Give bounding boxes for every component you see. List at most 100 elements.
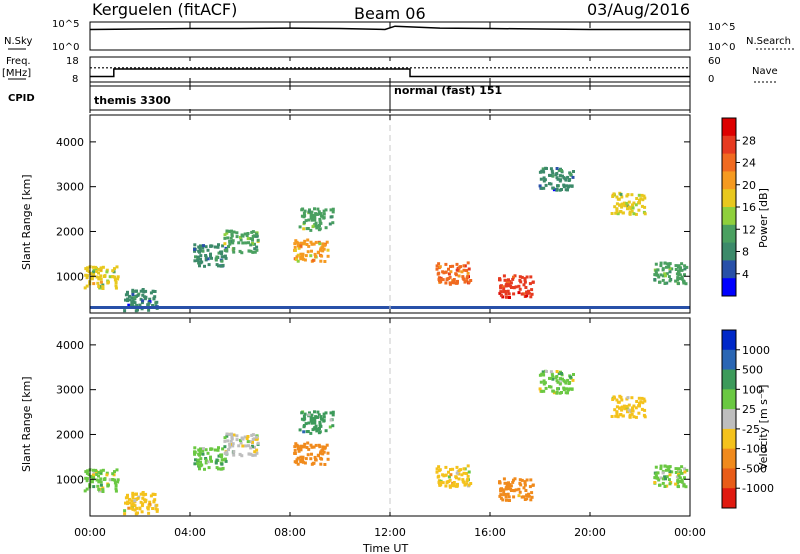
echo-cell: [207, 466, 211, 470]
echo-cell: [331, 413, 335, 417]
echo-cell: [298, 428, 302, 432]
colorbar-swatch: [722, 153, 736, 172]
echo-cell: [512, 478, 515, 482]
echo-cell: [550, 169, 554, 173]
colorbar-swatch: [722, 189, 736, 208]
echo-cell: [530, 491, 534, 495]
echo-cell: [222, 458, 226, 462]
echo-cell: [209, 457, 212, 461]
echo-cell: [455, 465, 459, 469]
echo-cell: [610, 212, 614, 215]
echo-cell: [502, 290, 506, 294]
colorbar-tick-label: 1000: [742, 344, 770, 357]
echo-cell: [314, 254, 317, 258]
echo-cell: [296, 253, 300, 257]
echo-cell: [309, 228, 313, 232]
echo-cell: [114, 286, 118, 290]
echo-cell: [85, 274, 89, 278]
echo-cell: [251, 453, 255, 457]
echo-cell: [312, 242, 316, 246]
echo-cell: [232, 433, 236, 437]
echo-cell: [238, 452, 242, 456]
echo-cell: [637, 208, 641, 212]
echo-cell: [134, 289, 138, 293]
echo-cell: [101, 287, 105, 290]
echo-cell: [653, 481, 657, 484]
echo-cell: [130, 503, 134, 507]
echo-cell: [683, 273, 686, 277]
echo-cell: [623, 407, 627, 411]
echo-cell: [314, 224, 318, 228]
echo-cell: [103, 274, 107, 278]
echo-cell: [331, 221, 335, 225]
echo-cell: [108, 478, 112, 482]
echo-cell: [316, 453, 320, 457]
echo-cell: [509, 281, 513, 285]
echo-cell: [685, 265, 689, 269]
echo-cell: [301, 460, 305, 464]
echo-cell: [246, 237, 250, 241]
echo-cell: [97, 284, 101, 288]
echo-cell: [517, 284, 521, 288]
echo-cell: [313, 207, 316, 211]
echo-cell: [220, 252, 224, 256]
echo-cell: [319, 417, 323, 421]
echo-cell: [663, 261, 667, 265]
echo-cell: [452, 279, 456, 283]
echo-cell: [220, 259, 224, 263]
echo-cell: [198, 248, 202, 252]
echo-cell: [456, 482, 459, 486]
echo-cell: [301, 455, 305, 459]
echo-cell: [215, 466, 219, 470]
power-heatmap: [83, 166, 690, 313]
echo-cell: [439, 483, 443, 487]
echo-cell: [251, 438, 255, 441]
echo-cell: [465, 269, 469, 272]
echo-cell: [504, 495, 508, 499]
echo-cell: [640, 193, 644, 197]
echo-cell: [255, 448, 259, 452]
echo-cell: [518, 287, 522, 291]
echo-cell: [197, 249, 201, 253]
echo-cell: [331, 410, 335, 414]
echo-cell: [206, 451, 210, 455]
echo-cell: [294, 442, 298, 446]
echo-cell: [555, 370, 559, 373]
colorbar-frame: [721, 329, 737, 509]
echo-cell: [657, 478, 661, 482]
echo-cell: [502, 274, 506, 278]
echo-cell: [130, 296, 134, 300]
echo-cell: [202, 244, 205, 248]
echo-cell: [84, 476, 88, 480]
echo-cell: [131, 290, 135, 294]
echo-cell: [228, 242, 232, 246]
echo-cell: [502, 490, 506, 494]
echo-cell: [616, 197, 620, 201]
echo-cell: [659, 476, 663, 480]
echo-cell: [654, 465, 658, 469]
echo-cell: [226, 439, 230, 443]
echo-cell: [680, 262, 684, 266]
echo-cell: [542, 379, 546, 383]
echo-cell: [297, 246, 301, 250]
colorbar-swatch: [722, 135, 736, 155]
echo-cell: [141, 293, 145, 297]
echo-cell: [199, 257, 202, 261]
echo-cell: [221, 263, 225, 267]
echo-cell: [680, 480, 684, 484]
echo-cell: [506, 492, 510, 496]
echo-cell: [99, 477, 103, 481]
echo-cell: [504, 292, 508, 296]
echo-cell: [665, 484, 669, 488]
echo-cell: [453, 281, 457, 285]
echo-cell: [664, 477, 667, 481]
echo-cell: [659, 261, 663, 265]
echo-cell: [256, 238, 260, 242]
echo-cell: [95, 275, 99, 279]
echo-cell: [321, 245, 325, 249]
echo-cell: [144, 492, 148, 496]
echo-cell: [323, 260, 327, 263]
echo-cell: [640, 204, 644, 208]
echo-cell: [116, 480, 120, 484]
echo-cell: [551, 389, 555, 393]
